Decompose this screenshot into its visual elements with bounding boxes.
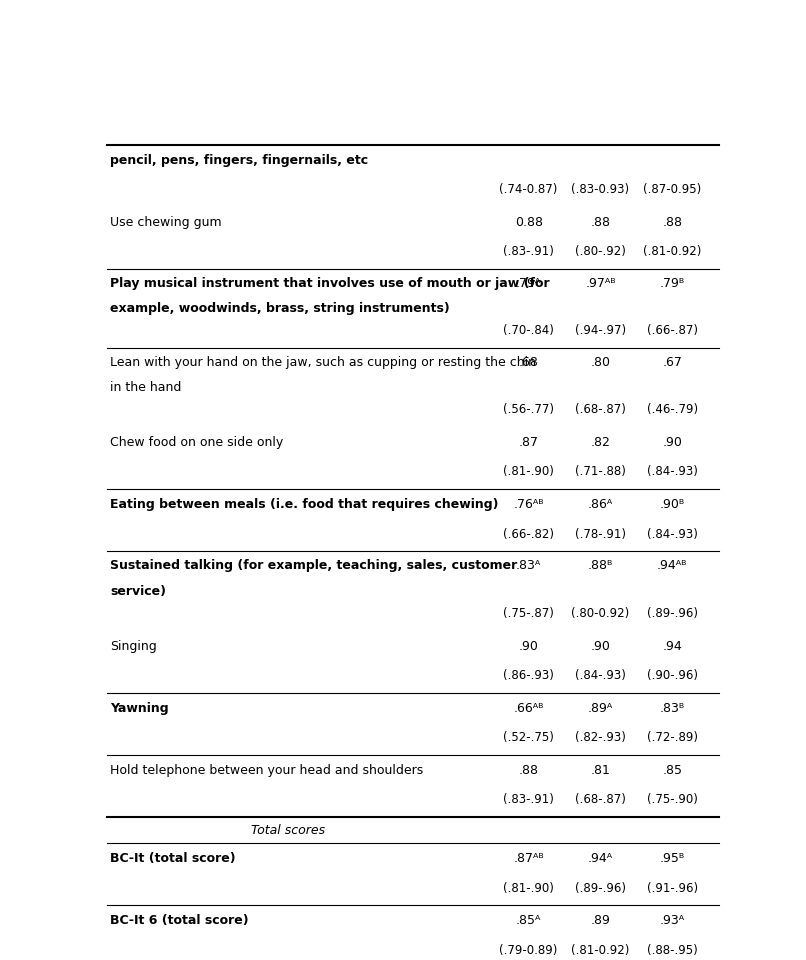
Text: (.79-0.89): (.79-0.89) (500, 944, 558, 956)
Text: (.82-.93): (.82-.93) (575, 731, 626, 744)
Text: .88: .88 (518, 764, 538, 777)
Text: .87ᴬᴮ: .87ᴬᴮ (513, 852, 544, 865)
Text: .88: .88 (663, 216, 683, 228)
Text: .95ᴮ: .95ᴮ (660, 852, 685, 865)
Text: (.74-0.87): (.74-0.87) (500, 183, 558, 196)
Text: .90: .90 (519, 639, 538, 653)
Text: (.70-.84): (.70-.84) (503, 324, 554, 337)
Text: .85: .85 (663, 764, 683, 777)
Text: .83ᴮ: .83ᴮ (660, 702, 685, 715)
Text: .94ᴬᴮ: .94ᴬᴮ (657, 560, 688, 572)
Text: (.91-.96): (.91-.96) (646, 881, 698, 895)
Text: (.94-.97): (.94-.97) (575, 324, 626, 337)
Text: Sustained talking (for example, teaching, sales, customer: Sustained talking (for example, teaching… (110, 560, 517, 572)
Text: .97ᴬᴮ: .97ᴬᴮ (585, 276, 616, 290)
Text: .94: .94 (663, 639, 682, 653)
Text: .85ᴬ: .85ᴬ (516, 915, 542, 927)
Text: pencil, pens, fingers, fingernails, etc: pencil, pens, fingers, fingernails, etc (110, 154, 368, 167)
Text: (.66-.82): (.66-.82) (503, 528, 555, 540)
Text: .68: .68 (519, 356, 538, 369)
Text: (.81-.90): (.81-.90) (503, 881, 554, 895)
Text: .80: .80 (591, 356, 610, 369)
Text: (.84-.93): (.84-.93) (575, 669, 626, 682)
Text: (.84-.93): (.84-.93) (647, 466, 698, 478)
Text: .86ᴬ: .86ᴬ (588, 498, 613, 512)
Text: .90: .90 (591, 639, 610, 653)
Text: .93ᴬ: .93ᴬ (660, 915, 685, 927)
Text: (.66-.87): (.66-.87) (646, 324, 698, 337)
Text: (.72-.89): (.72-.89) (646, 731, 698, 744)
Text: (.89-.96): (.89-.96) (646, 607, 698, 620)
Text: BC-It (total score): BC-It (total score) (110, 852, 235, 865)
Text: .90ᴮ: .90ᴮ (660, 498, 685, 512)
Text: (.81-.90): (.81-.90) (503, 466, 554, 478)
Text: Use chewing gum: Use chewing gum (110, 216, 222, 228)
Text: (.89-.96): (.89-.96) (575, 881, 626, 895)
Text: .81: .81 (591, 764, 610, 777)
Text: (.68-.87): (.68-.87) (575, 793, 626, 806)
Text: .90: .90 (663, 436, 682, 449)
Text: .82: .82 (591, 436, 610, 449)
Text: .66ᴬᴮ: .66ᴬᴮ (513, 702, 544, 715)
Text: service): service) (110, 585, 166, 597)
Text: example, woodwinds, brass, string instruments): example, woodwinds, brass, string instru… (110, 302, 450, 315)
Text: Eating between meals (i.e. food that requires chewing): Eating between meals (i.e. food that req… (110, 498, 499, 512)
Text: (.87-0.95): (.87-0.95) (643, 183, 701, 196)
Text: (.81-0.92): (.81-0.92) (643, 245, 701, 258)
Text: .83ᴬ: .83ᴬ (516, 560, 542, 572)
Text: BC-It 6 (total score): BC-It 6 (total score) (110, 915, 249, 927)
Text: .79ᴮ: .79ᴮ (660, 276, 685, 290)
Text: (.86-.93): (.86-.93) (503, 669, 554, 682)
Text: Play musical instrument that involves use of mouth or jaw (for: Play musical instrument that involves us… (110, 276, 550, 290)
Text: .67: .67 (663, 356, 682, 369)
Text: .88ᴮ: .88ᴮ (588, 560, 613, 572)
Text: (.46-.79): (.46-.79) (646, 403, 698, 417)
Text: (.81-0.92): (.81-0.92) (571, 944, 629, 956)
Text: (.84-.93): (.84-.93) (647, 528, 698, 540)
Text: (.71-.88): (.71-.88) (575, 466, 626, 478)
Text: 0.88: 0.88 (515, 216, 542, 228)
Text: (.68-.87): (.68-.87) (575, 403, 626, 417)
Text: Yawning: Yawning (110, 702, 168, 715)
Text: Chew food on one side only: Chew food on one side only (110, 436, 284, 449)
Text: Hold telephone between your head and shoulders: Hold telephone between your head and sho… (110, 764, 423, 777)
Text: (.78-.91): (.78-.91) (575, 528, 626, 540)
Text: (.90-.96): (.90-.96) (646, 669, 698, 682)
Text: (.75-.87): (.75-.87) (503, 607, 554, 620)
Text: .87: .87 (518, 436, 538, 449)
Text: Lean with your hand on the jaw, such as cupping or resting the chin: Lean with your hand on the jaw, such as … (110, 356, 536, 369)
Text: Singing: Singing (110, 639, 157, 653)
Text: (.83-.91): (.83-.91) (503, 793, 554, 806)
Text: (.80-0.92): (.80-0.92) (571, 607, 629, 620)
Text: (.88-.95): (.88-.95) (647, 944, 698, 956)
Text: Total scores: Total scores (251, 824, 325, 836)
Text: .89ᴬ: .89ᴬ (588, 702, 613, 715)
Text: .88: .88 (591, 216, 610, 228)
Text: (.75-.90): (.75-.90) (647, 793, 698, 806)
Text: (.80-.92): (.80-.92) (575, 245, 626, 258)
Text: in the hand: in the hand (110, 381, 181, 395)
Text: .76ᴬᴮ: .76ᴬᴮ (513, 498, 544, 512)
Text: (.56-.77): (.56-.77) (503, 403, 555, 417)
Text: .89: .89 (591, 915, 610, 927)
Text: (.83-.91): (.83-.91) (503, 245, 554, 258)
Text: .79ᴬ: .79ᴬ (516, 276, 542, 290)
Text: (.52-.75): (.52-.75) (503, 731, 554, 744)
Text: (.83-0.93): (.83-0.93) (571, 183, 629, 196)
Text: .94ᴬ: .94ᴬ (588, 852, 613, 865)
